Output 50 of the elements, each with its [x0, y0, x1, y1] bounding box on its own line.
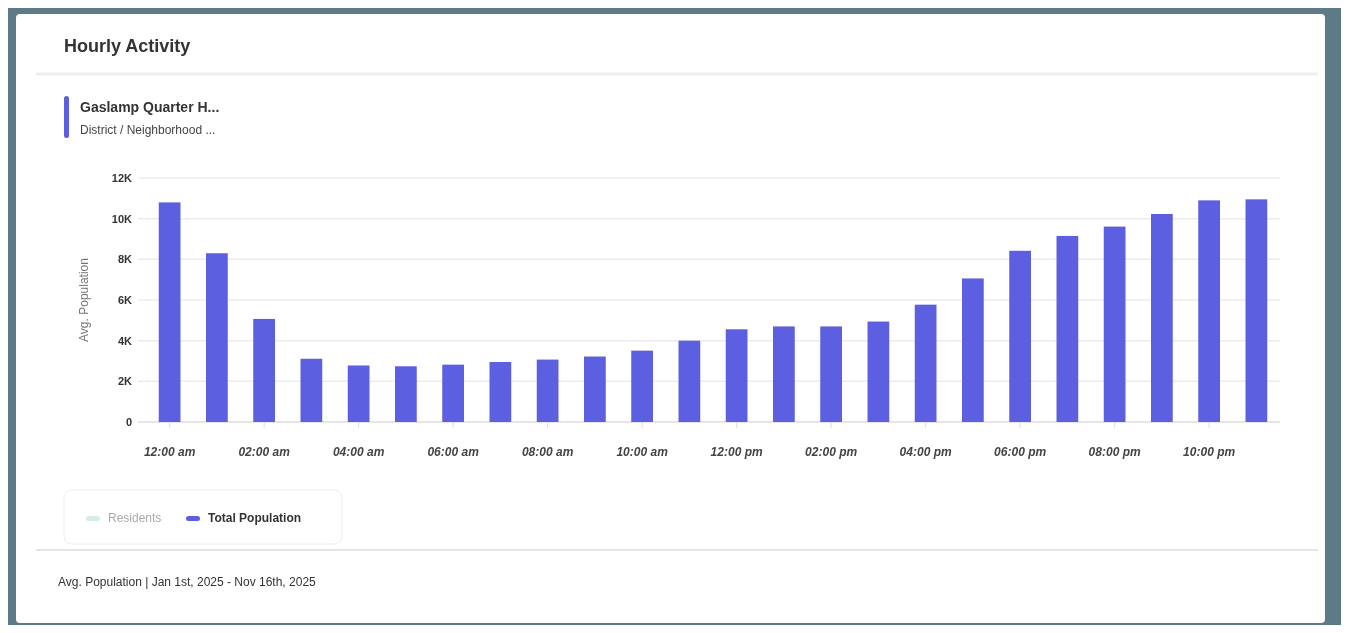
x-tick-label: 08:00 am	[521, 445, 574, 459]
bar	[631, 350, 653, 422]
bar	[1056, 235, 1079, 422]
x-tick-label: 06:00 pm	[994, 445, 1047, 459]
bar	[1009, 250, 1031, 422]
y-tick-label: 12K	[111, 171, 133, 184]
text: Avg. Population | Jan 1st, 2025 - Nov 16th, 2025	[58, 575, 317, 589]
x-tick-label: 12:00 am	[143, 445, 196, 459]
bar	[206, 253, 228, 422]
chart-subtitle: Gaslamp Quarter H...	[80, 99, 220, 115]
x-tick-label: 10:00 am	[616, 445, 669, 459]
y-tick-label: 8K	[117, 253, 133, 266]
y-tick-label: 2K	[117, 375, 133, 388]
bar	[1151, 213, 1173, 422]
y-tick-label: 4K	[117, 334, 133, 347]
bar	[489, 362, 512, 422]
y-tick-label: 10K	[111, 212, 133, 225]
bar	[962, 278, 984, 422]
y-tick-label: 0	[125, 415, 132, 428]
y-axis-title: Avg. Population	[77, 258, 91, 342]
x-tick-label: 04:00 am	[332, 445, 385, 459]
bar	[773, 326, 795, 422]
legend-label: Residents	[108, 511, 162, 525]
bar	[253, 318, 275, 422]
bar	[1198, 200, 1220, 422]
chart-title: Hourly Activity	[64, 36, 191, 56]
x-tick-label: 10:00 pm	[1183, 445, 1236, 459]
x-tick-label: 12:00 pm	[710, 445, 763, 459]
x-tick-label: 02:00 pm	[805, 445, 858, 459]
bar	[867, 321, 890, 422]
bar	[158, 202, 181, 422]
bar	[584, 356, 606, 422]
bar	[395, 366, 417, 422]
bar	[300, 358, 323, 422]
y-tick-label: 6K	[117, 293, 133, 306]
x-tick-label: 06:00 am	[427, 445, 480, 459]
x-tick-label: 08:00 pm	[1088, 445, 1141, 459]
legend-label: Total Population	[208, 511, 302, 525]
bar	[536, 359, 559, 422]
bar	[442, 364, 464, 422]
bar	[1245, 199, 1268, 422]
x-tick-label: 04:00 pm	[899, 445, 952, 459]
bar	[820, 326, 842, 422]
bar	[678, 340, 701, 422]
bar	[914, 304, 937, 422]
x-tick-label: 02:00 am	[238, 445, 291, 459]
text: District / Neighborhood ...	[80, 123, 216, 137]
bar	[725, 329, 748, 422]
bar	[347, 365, 370, 422]
bar	[1103, 226, 1126, 422]
